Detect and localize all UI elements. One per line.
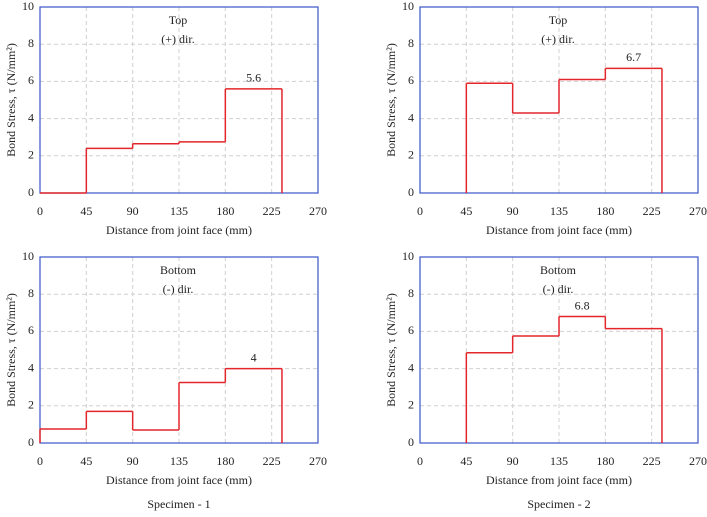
panel-title: Top (169, 13, 188, 27)
y-tick-label: 0 (28, 435, 34, 449)
y-tick-label: 8 (408, 36, 414, 50)
y-tick-label: 10 (22, 249, 34, 263)
x-tick-label: 45 (460, 204, 472, 218)
panel-title: Bottom (540, 263, 577, 277)
x-axis-label: Distance from joint face (mm) (106, 223, 252, 237)
x-axis-label: Distance from joint face (mm) (106, 473, 252, 487)
x-tick-label: 135 (550, 454, 568, 468)
x-tick-label: 90 (507, 204, 519, 218)
y-tick-label: 0 (28, 185, 34, 199)
panel-title: Bottom (160, 263, 197, 277)
plot-frame (419, 6, 699, 194)
y-tick-label: 6 (408, 73, 414, 87)
y-tick-label: 8 (28, 36, 34, 50)
plot-frame (39, 256, 319, 444)
y-tick-label: 0 (408, 435, 414, 449)
y-tick-label: 2 (408, 148, 414, 162)
x-axis-label: Distance from joint face (mm) (486, 473, 632, 487)
x-tick-label: 180 (216, 454, 234, 468)
y-tick-label: 8 (408, 286, 414, 300)
plot-frame (39, 6, 319, 194)
x-tick-label: 180 (596, 454, 614, 468)
panel-subtitle: (+) dir. (541, 32, 574, 46)
panel-subtitle: (+) dir. (161, 32, 194, 46)
x-tick-label: 180 (596, 204, 614, 218)
x-tick-label: 135 (550, 204, 568, 218)
x-tick-label: 45 (80, 454, 92, 468)
x-tick-label: 225 (643, 454, 661, 468)
x-tick-label: 225 (263, 204, 281, 218)
y-tick-label: 6 (408, 323, 414, 337)
x-tick-label: 45 (460, 454, 472, 468)
y-tick-label: 4 (408, 110, 414, 124)
x-tick-label: 270 (689, 204, 707, 218)
y-tick-label: 8 (28, 286, 34, 300)
x-tick-label: 270 (309, 204, 327, 218)
panel-subtitle: (-) dir. (543, 282, 574, 296)
x-tick-label: 0 (417, 454, 423, 468)
value-label: 5.6 (246, 71, 261, 85)
y-tick-label: 4 (28, 110, 34, 124)
y-tick-label: 10 (402, 0, 414, 13)
y-tick-label: 10 (22, 0, 34, 13)
panel-subtitle: (-) dir. (163, 282, 194, 296)
x-tick-label: 0 (37, 204, 43, 218)
x-tick-label: 90 (507, 454, 519, 468)
x-tick-label: 0 (417, 204, 423, 218)
y-tick-label: 0 (408, 185, 414, 199)
x-axis-label: Distance from joint face (mm) (486, 223, 632, 237)
y-axis-label: Bond Stress, τ (N/mm²) (4, 293, 18, 407)
caption: Specimen - 2 (527, 497, 590, 511)
value-label: 4 (251, 350, 257, 364)
x-tick-label: 180 (216, 204, 234, 218)
x-tick-label: 45 (80, 204, 92, 218)
caption: Specimen - 1 (147, 497, 210, 511)
y-tick-label: 2 (408, 398, 414, 412)
panel-title: Top (549, 13, 568, 27)
value-label: 6.8 (575, 298, 590, 312)
value-label: 6.7 (626, 50, 641, 64)
x-tick-label: 225 (643, 204, 661, 218)
y-tick-label: 6 (28, 323, 34, 337)
x-tick-label: 0 (37, 454, 43, 468)
x-tick-label: 225 (263, 454, 281, 468)
x-tick-label: 90 (127, 204, 139, 218)
y-tick-label: 6 (28, 73, 34, 87)
x-tick-label: 270 (309, 454, 327, 468)
plot-frame (419, 256, 699, 444)
y-tick-label: 10 (402, 249, 414, 263)
y-axis-label: Bond Stress, τ (N/mm²) (4, 43, 18, 157)
x-tick-label: 270 (689, 454, 707, 468)
x-tick-label: 90 (127, 454, 139, 468)
x-tick-label: 135 (170, 204, 188, 218)
x-tick-label: 135 (170, 454, 188, 468)
y-tick-label: 4 (28, 360, 34, 374)
y-axis-label: Bond Stress, τ (N/mm²) (384, 43, 398, 157)
y-axis-label: Bond Stress, τ (N/mm²) (384, 293, 398, 407)
y-tick-label: 2 (28, 148, 34, 162)
y-tick-label: 4 (408, 360, 414, 374)
y-tick-label: 2 (28, 398, 34, 412)
